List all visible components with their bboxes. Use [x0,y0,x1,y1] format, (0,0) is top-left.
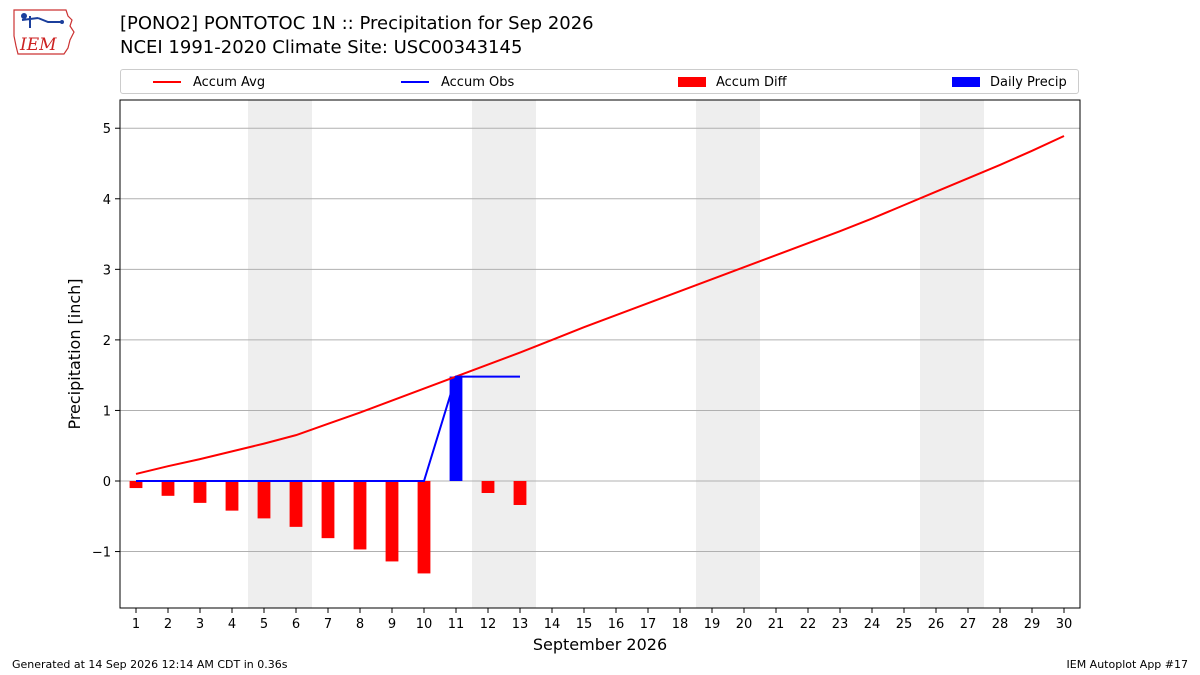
legend-label-accum-obs: Accum Obs [441,74,515,90]
legend-item-accum-obs: Accum Obs [401,73,514,91]
y-tick-label: 3 [103,263,111,278]
chart-subtitle: NCEI 1991-2020 Climate Site: USC00343145 [120,37,523,58]
accum-diff-bar [385,481,399,562]
legend-item-daily-precip: Daily Precip [952,73,1067,91]
weekend-shade [696,100,760,608]
x-tick-label: 4 [228,617,236,632]
legend-swatch-daily-precip [952,77,980,87]
legend-swatch-accum-obs [401,81,429,83]
x-tick-label: 3 [196,617,204,632]
x-tick-label: 23 [832,617,849,632]
x-tick-label: 26 [928,617,945,632]
accum-diff-bar [193,481,207,503]
x-tick-label: 20 [736,617,753,632]
x-tick-label: 25 [896,617,913,632]
accum-diff-bar [129,481,143,489]
accum-diff-bar [417,481,431,574]
legend: Accum Avg Accum Obs Accum Diff Daily Pre… [120,69,1079,94]
x-tick-label: 17 [640,617,657,632]
y-tick-label: −1 [92,546,111,561]
accum-diff-bar [321,481,335,539]
accum-obs-line [136,375,520,482]
x-tick-label: 2 [164,617,172,632]
daily-precip-bar [449,376,463,481]
x-tick-label: 9 [388,617,396,632]
legend-label-accum-diff: Accum Diff [716,74,787,90]
plot-frame [119,99,1081,609]
y-tick-label: 4 [103,193,111,208]
legend-item-accum-diff: Accum Diff [678,73,787,91]
accum-avg-line [135,135,1065,475]
accum-diff-bar [481,481,495,493]
weekend-shade [472,100,536,608]
accum-diff-bar [257,481,271,519]
x-tick-label: 22 [800,617,817,632]
iem-logo: IEM [13,9,75,55]
y-tick-label: 1 [103,404,111,419]
x-tick-label: 27 [960,617,977,632]
x-tick-label: 11 [448,617,465,632]
chart-title: [PONO2] PONTOTOC 1N :: Precipitation for… [120,13,594,34]
x-tick-label: 8 [356,617,364,632]
accum-diff-bar [289,481,303,527]
x-tick-label: 6 [292,617,300,632]
y-axis-label: Precipitation [inch] [65,278,84,429]
x-tick-label: 14 [544,617,561,632]
legend-label-daily-precip: Daily Precip [990,74,1067,90]
y-tick-label: 5 [103,122,111,137]
x-tick-label: 7 [324,617,332,632]
x-tick-label: 10 [416,617,433,632]
x-tick-label: 13 [512,617,529,632]
x-tick-label: 30 [1056,617,1073,632]
x-tick-label: 29 [1024,617,1041,632]
accum-diff-bar [353,481,367,550]
legend-swatch-accum-avg [153,81,181,83]
app-credit: IEM Autoplot App #17 [1066,658,1189,671]
accum-diff-bar [225,481,239,511]
x-tick-label: 28 [992,617,1009,632]
accum-diff-bar [513,481,527,505]
x-tick-label: 19 [704,617,721,632]
x-tick-label: 1 [132,617,140,632]
x-tick-label: 18 [672,617,689,632]
x-tick-label: 12 [480,617,497,632]
y-tick-label: 2 [103,334,111,349]
accum-diff-bar [161,481,175,496]
legend-label-accum-avg: Accum Avg [193,74,266,90]
x-tick-label: 24 [864,617,881,632]
generated-timestamp: Generated at 14 Sep 2026 12:14 AM CDT in… [12,658,288,671]
x-tick-label: 5 [260,617,268,632]
legend-swatch-accum-diff [678,77,706,87]
x-axis-label: September 2026 [533,635,667,654]
svg-text:IEM: IEM [19,35,57,55]
x-tick-label: 15 [576,617,593,632]
legend-item-accum-avg: Accum Avg [153,73,265,91]
x-tick-label: 16 [608,617,625,632]
x-tick-label: 21 [768,617,785,632]
y-tick-label: 0 [103,475,111,490]
weekend-shade [248,100,312,608]
